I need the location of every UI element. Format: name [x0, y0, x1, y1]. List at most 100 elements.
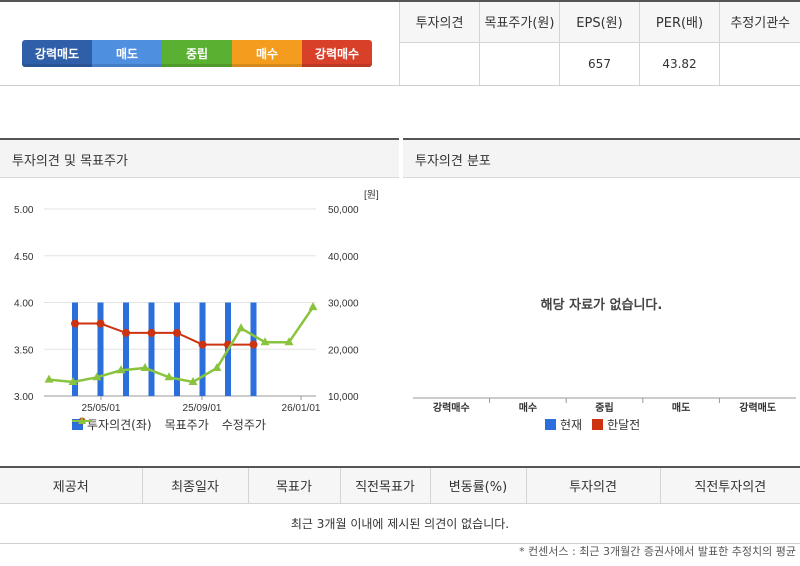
- distribution-category-label: 강력매도: [739, 401, 776, 414]
- legend-item-month-ago: 한달전: [592, 416, 640, 433]
- consensus-header-row: 투자의견 목표주가(원) EPS(원) PER(배) 추정기관수: [399, 2, 800, 43]
- col-opinion: 투자의견: [525, 466, 660, 504]
- opinion-target-chart: 5.00 4.50 4.00 3.50 3.00 50,000 40,000 30,000 20…: [14, 189, 379, 414]
- consensus-value-row: 657 43.82: [399, 42, 800, 86]
- opinion-bar: [199, 302, 206, 396]
- header-estimator-count: 추정기관수: [719, 2, 800, 43]
- panel-title: 투자의견 및 목표주가: [0, 140, 399, 178]
- right-tick-label: 20,000: [328, 345, 359, 356]
- left-tick-label: 3.00: [14, 392, 34, 403]
- adjusted-price-point: [308, 302, 318, 311]
- legend-item-target: 목표주가: [72, 416, 209, 433]
- consensus-table: 투자의견 목표주가(원) EPS(원) PER(배) 추정기관수 657 43.…: [399, 2, 800, 86]
- value-eps: 657: [559, 42, 640, 86]
- x-tick-label: 25/09/01: [183, 403, 222, 414]
- opinion-bar: [123, 302, 129, 396]
- adjusted-price-point: [212, 362, 222, 371]
- distribution-legend: 현재 한달전: [545, 416, 650, 433]
- right-tick-label: 10,000: [328, 392, 359, 403]
- adjusted-price-point: [236, 323, 246, 332]
- legend-swatch-month-ago: [592, 419, 604, 430]
- opinion-bar: [250, 302, 257, 396]
- adjusted-price-point: [260, 337, 270, 346]
- right-axis-unit: [원]: [364, 189, 379, 201]
- legend-item-adjusted: 수정주가: [72, 416, 266, 433]
- legend-swatch-opinion: [72, 419, 83, 430]
- target-price-point: [71, 319, 79, 328]
- target-price-point: [96, 319, 105, 328]
- opinion-bar: [174, 302, 180, 396]
- distribution-category-label: 매도: [672, 401, 690, 414]
- col-target: 목표가: [247, 466, 340, 504]
- opinion-bar: [97, 302, 104, 396]
- right-tick-label: 50,000: [328, 205, 359, 216]
- opinion-scale-segment: 강력매수: [302, 40, 372, 67]
- right-tick-label: 40,000: [328, 252, 359, 263]
- legend-item-opinion: 투자의견(좌): [72, 416, 152, 433]
- adjusted-price-point: [164, 372, 174, 381]
- col-final-date: 최종일자: [141, 466, 248, 504]
- value-estimator-count: [719, 42, 800, 86]
- adjusted-price-point: [68, 376, 78, 385]
- legend-label-adjusted: 수정주가: [221, 418, 266, 432]
- distribution-category-label: 중립: [595, 401, 613, 414]
- broker-opinion-table: 제공처 최종일자 목표가 직전목표가 변동률(%) 투자의견 직전투자의견 최근…: [0, 466, 800, 544]
- empty-row: 최근 3개월 이내에 제시된 의견이 없습니다.: [0, 503, 800, 544]
- value-per: 43.82: [639, 42, 720, 86]
- adjusted-price-point: [284, 337, 294, 346]
- col-change-rate: 변동률(%): [429, 466, 526, 504]
- adjusted-price-point: [92, 372, 102, 381]
- x-tick-label: 26/01/01: [282, 403, 321, 414]
- chart-legend: 투자의견(좌) 목표주가 수정주가: [72, 416, 276, 433]
- legend-item-current: 현재: [545, 416, 582, 433]
- opinion-target-panel: 투자의견 및 목표주가 5.00 4.50 4.00 3.50 3.00 50,000 40…: [0, 138, 399, 441]
- target-price-point: [147, 328, 156, 337]
- header-per: PER(배): [639, 2, 720, 43]
- opinion-scale-segment: 매수: [232, 40, 302, 67]
- left-tick-label: 4.50: [14, 252, 34, 263]
- opinion-bar: [148, 302, 155, 396]
- target-price-point: [249, 340, 258, 349]
- legend-label-current: 현재: [560, 418, 583, 432]
- header-target-price: 목표주가(원): [479, 2, 560, 43]
- col-prev-target: 직전목표가: [339, 466, 430, 504]
- target-price-point: [173, 328, 181, 337]
- adjusted-price-line: [48, 306, 315, 384]
- header-eps: EPS(원): [559, 2, 640, 43]
- opinion-scale-segment: 중립: [162, 40, 232, 67]
- adjusted-price-point: [116, 365, 126, 374]
- empty-row-message: 최근 3개월 이내에 제시된 의견이 없습니다.: [0, 503, 800, 544]
- distribution-category-label: 강력매수: [433, 401, 470, 414]
- right-tick-label: 30,000: [328, 299, 359, 310]
- opinion-scale: 강력매도 매도 중립 매수 강력매수: [22, 40, 372, 67]
- opinion-bar: [72, 302, 78, 396]
- adjusted-price-point: [140, 362, 150, 371]
- left-tick-label: 4.00: [14, 299, 34, 310]
- opinion-distribution-chart: 강력매수 매수 중립 매도 강력매도: [413, 397, 796, 414]
- adjusted-price-point: [44, 374, 54, 383]
- left-tick-label: 5.00: [14, 205, 34, 216]
- col-prev-opinion: 직전투자의견: [659, 466, 800, 504]
- target-price-point: [122, 328, 130, 337]
- no-data-message: 해당 자료가 없습니다.: [540, 298, 663, 313]
- opinion-scale-area: 강력매도 매도 중립 매수 강력매수: [0, 2, 399, 86]
- opinion-scale-segment: 매도: [92, 40, 162, 67]
- legend-label-month-ago: 한달전: [607, 418, 641, 432]
- legend-label-target: 목표주가: [164, 418, 209, 432]
- value-opinion: [399, 42, 480, 86]
- opinion-distribution-panel: 투자의견 분포 강력매수 매수 중립 매도 강력매도 해당 자료가 없습니다. 현재 한…: [403, 138, 800, 441]
- target-price-point: [198, 340, 207, 349]
- legend-marker-adjusted: [72, 417, 92, 424]
- distribution-category-label: 매수: [519, 401, 537, 414]
- top-rule: [0, 0, 800, 2]
- opinion-scale-segment: 강력매도: [22, 40, 92, 67]
- target-price-line: [75, 322, 254, 346]
- left-tick-label: 3.50: [14, 345, 34, 356]
- adjusted-price-point: [188, 376, 198, 385]
- header-opinion: 투자의견: [399, 2, 480, 43]
- x-tick-label: 25/05/01: [82, 403, 121, 414]
- panel-title: 투자의견 분포: [403, 140, 800, 178]
- legend-swatch-current: [545, 419, 556, 430]
- legend-label-opinion: 투자의견(좌): [87, 418, 152, 432]
- consensus-footnote: * 컨센서스 : 최근 3개월간 증권사에서 발표한 추정치의 평균: [519, 545, 796, 558]
